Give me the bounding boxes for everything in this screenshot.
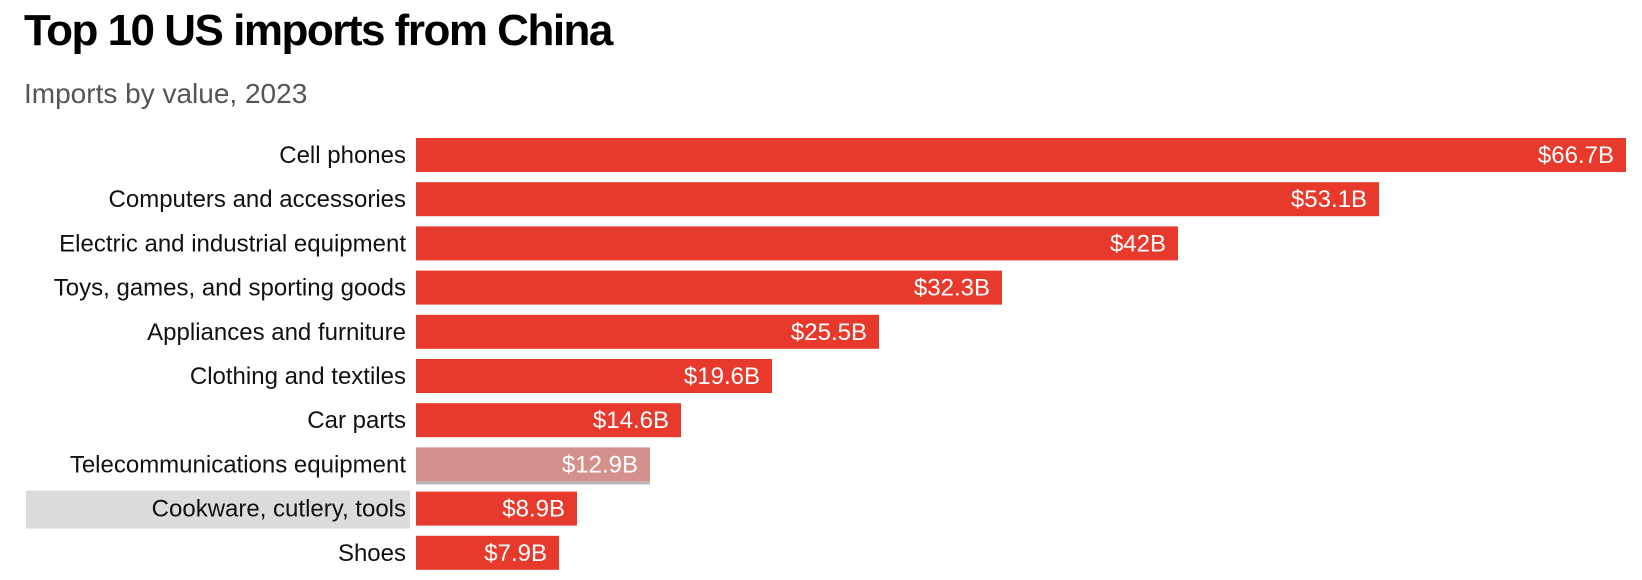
category-label-clothing-and-textiles: Clothing and textiles: [190, 363, 406, 390]
category-label-computers-and-accessories: Computers and accessories: [109, 186, 406, 213]
category-label-electric-and-industrial-equipment: Electric and industrial equipment: [59, 230, 406, 257]
value-label-car-parts: $14.6B: [593, 407, 669, 434]
category-label-shoes: Shoes: [338, 540, 406, 567]
category-label-telecommunications-equipment: Telecommunications equipment: [70, 451, 407, 478]
chart-title: Top 10 US imports from China: [24, 6, 613, 55]
category-label-appliances-and-furniture: Appliances and furniture: [147, 319, 406, 346]
category-label-car-parts: Car parts: [307, 407, 406, 434]
category-label-toys-games-and-sporting-goods: Toys, games, and sporting goods: [54, 275, 406, 302]
bar-telecommunications-equipment[interactable]: [416, 447, 650, 482]
category-label-cookware-cutlery-tools: Cookware, cutlery, tools: [152, 496, 406, 523]
value-label-clothing-and-textiles: $19.6B: [684, 363, 760, 390]
bar-toys-games-and-sporting-goods[interactable]: [416, 270, 1002, 305]
value-label-shoes: $7.9B: [484, 540, 547, 567]
bar-car-parts[interactable]: [416, 403, 681, 438]
value-label-electric-and-industrial-equipment: $42B: [1110, 230, 1166, 257]
row-highlight-cookware-cutlery-tools: [26, 490, 410, 529]
bar-appliances-and-furniture[interactable]: [416, 314, 879, 349]
bar-computers-and-accessories[interactable]: [416, 182, 1379, 217]
value-label-telecommunications-equipment: $12.9B: [562, 451, 638, 478]
chart-subtitle: Imports by value, 2023: [24, 78, 308, 109]
bar-cookware-cutlery-tools[interactable]: [416, 491, 577, 526]
value-label-toys-games-and-sporting-goods: $32.3B: [914, 275, 990, 302]
bar-cell-phones[interactable]: [416, 138, 1626, 172]
bar-electric-and-industrial-equipment[interactable]: [416, 226, 1178, 261]
hover-underline-telecommunications-equipment: [416, 481, 650, 485]
value-label-computers-and-accessories: $53.1B: [1291, 186, 1367, 213]
bar-clothing-and-textiles[interactable]: [416, 359, 772, 393]
value-label-cookware-cutlery-tools: $8.9B: [502, 496, 565, 523]
category-label-cell-phones: Cell phones: [279, 142, 406, 169]
bar-shoes[interactable]: [416, 535, 559, 570]
value-label-appliances-and-furniture: $25.5B: [791, 319, 867, 346]
value-label-cell-phones: $66.7B: [1538, 142, 1614, 169]
